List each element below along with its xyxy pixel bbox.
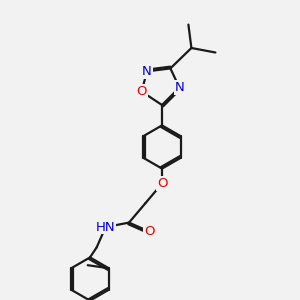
Text: N: N <box>142 65 152 78</box>
Text: O: O <box>136 85 147 98</box>
Text: HN: HN <box>96 220 116 234</box>
Text: N: N <box>175 81 184 94</box>
Text: O: O <box>157 177 167 190</box>
Text: O: O <box>144 225 155 238</box>
